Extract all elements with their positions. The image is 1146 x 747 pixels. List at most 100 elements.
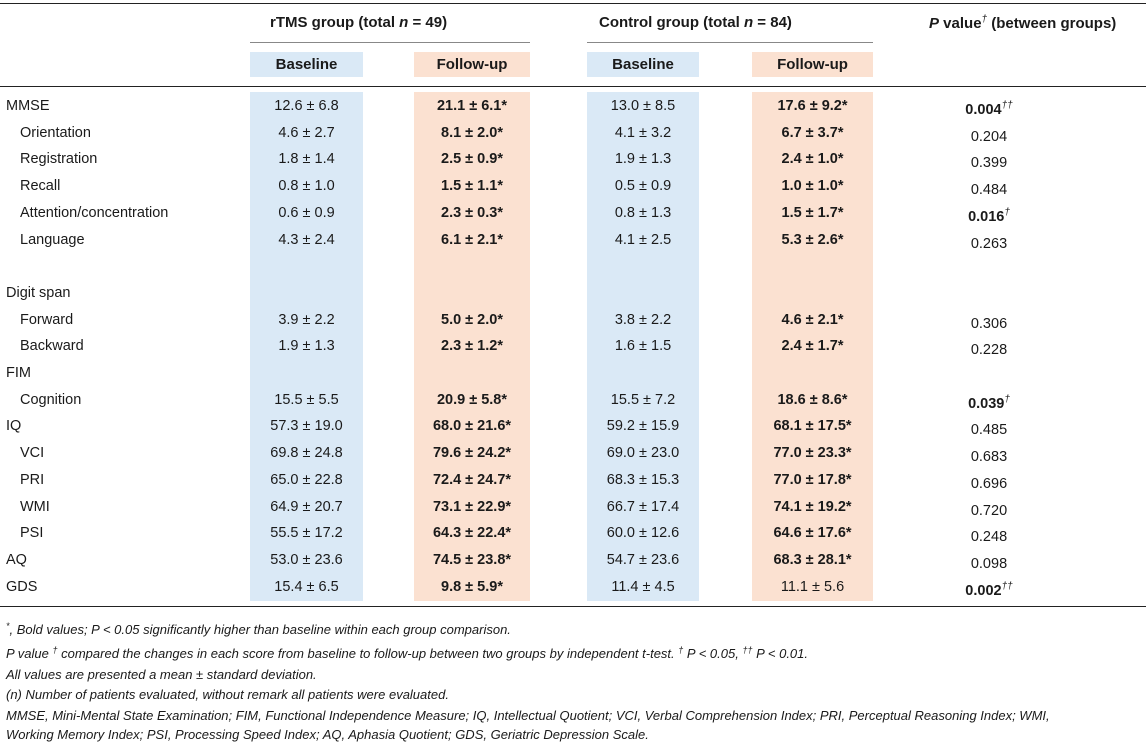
- p-value-cell: 0.485: [929, 413, 1049, 443]
- rtms-followup-cell: 21.1 ± 6.1*: [436, 98, 508, 114]
- control-header-prefix: Control group (total: [599, 14, 744, 31]
- rtms-baseline-cell: 12.6 ± 6.8: [274, 98, 339, 114]
- row-label: Attention/concentration: [20, 204, 169, 221]
- p-value-cell: 0.683: [929, 440, 1049, 470]
- rtms-baseline-cell: 1.9 ± 1.3: [278, 338, 335, 355]
- rtms-followup-band: [414, 52, 530, 77]
- control-baseline-column-band: [587, 92, 699, 601]
- footnote-star-mark: *: [6, 621, 10, 631]
- footnote-pvalue-dagger1: †: [52, 645, 58, 655]
- p-value-cell: 0.098: [929, 547, 1049, 577]
- table-row: Language 4.3 ± 2.4 6.1 ± 2.1* 4.1 ± 2.5 5.3 …: [0, 227, 1146, 253]
- control-baseline-cell: 4.1 ± 3.2: [614, 124, 672, 141]
- rtms-followup-cell: 2.3 ± 0.3*: [441, 204, 503, 221]
- rtms-followup-cell: 9.8 ± 5.9*: [441, 578, 503, 595]
- control-baseline-cell: 59.2 ± 15.9: [606, 418, 680, 435]
- rtms-followup-cell: 72.4 ± 24.7*: [432, 471, 512, 488]
- control-header-n: n: [743, 14, 754, 31]
- p-header-p: P: [929, 15, 940, 32]
- rtms-baseline-cell: 1.8 ± 1.4: [278, 151, 335, 168]
- table-row: Recall 0.8 ± 1.0 1.5 ± 1.1* 0.5 ± 0.9 1.0 ± …: [0, 173, 1146, 199]
- p-value-cell: 0.039†: [929, 387, 1049, 417]
- p-value: 0.228: [970, 342, 1008, 359]
- rtms-baseline-cell: 15.4 ± 6.5: [274, 578, 339, 595]
- rtms-baseline-cell: 69.8 ± 24.8: [270, 445, 343, 462]
- control-followup-cell: 2.4 ± 1.0*: [781, 151, 844, 168]
- footnote-pvalue-dagger2: †: [678, 645, 684, 655]
- footnote-n: (n) Number of patients evaluated, withou…: [6, 687, 449, 702]
- p-value: 0.399: [970, 155, 1008, 172]
- row-label: Backward: [20, 338, 84, 355]
- row-label: IQ: [6, 418, 22, 435]
- row-label: PSI: [20, 525, 44, 542]
- row-label: Orientation: [20, 124, 91, 141]
- control-followup-cell: 4.6 ± 2.1*: [781, 311, 844, 328]
- rtms-followup-cell: 68.0 ± 21.6*: [432, 418, 512, 435]
- rtms-group-underline: [250, 42, 530, 43]
- rtms-baseline-cell: 0.8 ± 1.0: [278, 178, 335, 195]
- control-baseline-cell: 66.7 ± 17.4: [606, 498, 680, 515]
- table-row: Digit span: [0, 280, 1146, 306]
- p-header-tail: (between groups): [987, 15, 1117, 32]
- p-value: 0.248: [970, 529, 1008, 546]
- p-value-cell: 0.263: [929, 227, 1049, 257]
- p-value-cell: 0.228: [929, 333, 1049, 363]
- rtms-followup-cell: 74.5 ± 23.8*: [432, 551, 512, 568]
- p-value-cell: 0.004††: [929, 93, 1049, 123]
- table-row: VCI 69.8 ± 24.8 79.6 ± 24.2* 69.0 ± 23.0 77.…: [0, 440, 1146, 466]
- p-value-cell: 0.720: [929, 494, 1049, 524]
- footnote-pvalue-d: P < 0.01.: [752, 646, 808, 661]
- control-followup-cell: 1.0 ± 1.0*: [781, 178, 844, 195]
- footnote-star-text: , Bold values; P < 0.05 significantly hi…: [9, 622, 511, 637]
- footnote-pvalue-c: P < 0.05,: [683, 646, 743, 661]
- control-followup-cell: 64.6 ± 17.6*: [773, 525, 852, 542]
- control-group-header: Control group (total n = 84): [599, 14, 792, 31]
- control-baseline-band: [587, 52, 699, 77]
- row-label: WMI: [20, 498, 50, 515]
- control-followup-cell: 17.6 ± 9.2*: [777, 98, 848, 114]
- control-followup-band: [752, 52, 873, 77]
- table-row: Forward 3.9 ± 2.2 5.0 ± 2.0* 3.8 ± 2.2 4.6 ±…: [0, 307, 1146, 333]
- rtms-baseline-cell: 0.6 ± 0.9: [278, 204, 335, 221]
- rtms-followup-cell: 73.1 ± 22.9*: [432, 498, 512, 515]
- p-value-cell: 0.002††: [929, 574, 1049, 604]
- row-label: Registration: [20, 151, 98, 168]
- footnote-star: *, Bold values; P < 0.05 significantly h…: [6, 622, 511, 638]
- table-row: Registration 1.8 ± 1.4 2.5 ± 0.9* 1.9 ± 1.3…: [0, 146, 1146, 172]
- table-row: Backward 1.9 ± 1.3 2.3 ± 1.2* 1.6 ± 1.5 2.4 …: [0, 333, 1146, 359]
- row-label: Digit span: [6, 284, 71, 301]
- rtms-followup-column-band: [414, 92, 530, 601]
- row-label: VCI: [20, 445, 45, 462]
- p-value-mark: ††: [1001, 580, 1013, 592]
- control-baseline-cell: 4.1 ± 2.5: [614, 231, 672, 248]
- table-row: Orientation 4.6 ± 2.7 8.1 ± 2.0* 4.1 ± 3.2 6…: [0, 120, 1146, 146]
- row-label: GDS: [6, 578, 38, 595]
- rtms-baseline-cell: 4.6 ± 2.7: [278, 124, 335, 141]
- control-header-suffix: = 84): [753, 14, 792, 31]
- control-followup-header: Follow-up: [777, 56, 848, 73]
- rtms-baseline-column-band: [250, 92, 363, 601]
- control-followup-cell: 18.6 ± 8.6*: [777, 391, 848, 408]
- row-label: Recall: [20, 178, 61, 195]
- control-followup-cell: 6.7 ± 3.7*: [781, 124, 844, 141]
- row-label: AQ: [6, 551, 27, 568]
- control-baseline-cell: 54.7 ± 23.6: [606, 551, 680, 568]
- table-row: IQ 57.3 ± 19.0 68.0 ± 21.6* 59.2 ± 15.9 68.1…: [0, 413, 1146, 439]
- control-followup-cell: 5.3 ± 2.6*: [781, 231, 844, 248]
- p-value-mark: †: [1004, 393, 1010, 405]
- p-header-dagger: †: [981, 14, 988, 25]
- control-group-underline: [587, 42, 873, 43]
- rtms-baseline-header: Baseline: [275, 56, 338, 73]
- control-baseline-cell: 0.8 ± 1.3: [614, 204, 672, 221]
- row-label: PRI: [20, 471, 45, 488]
- table-row: WMI 64.9 ± 20.7 73.1 ± 22.9* 66.7 ± 17.4 74.…: [0, 494, 1146, 520]
- footnote-abbrev-1: MMSE, Mini-Mental State Examination; FIM…: [6, 708, 1050, 723]
- p-value-cell: 0.399: [929, 146, 1049, 176]
- p-value: 0.004: [965, 102, 1002, 118]
- header-bottom-rule: [0, 86, 1146, 87]
- rtms-followup-header: Follow-up: [436, 56, 508, 73]
- rtms-baseline-band: [250, 52, 363, 77]
- p-value: 0.098: [970, 555, 1008, 572]
- p-value: 0.720: [970, 502, 1008, 519]
- control-baseline-cell: 69.0 ± 23.0: [606, 445, 680, 462]
